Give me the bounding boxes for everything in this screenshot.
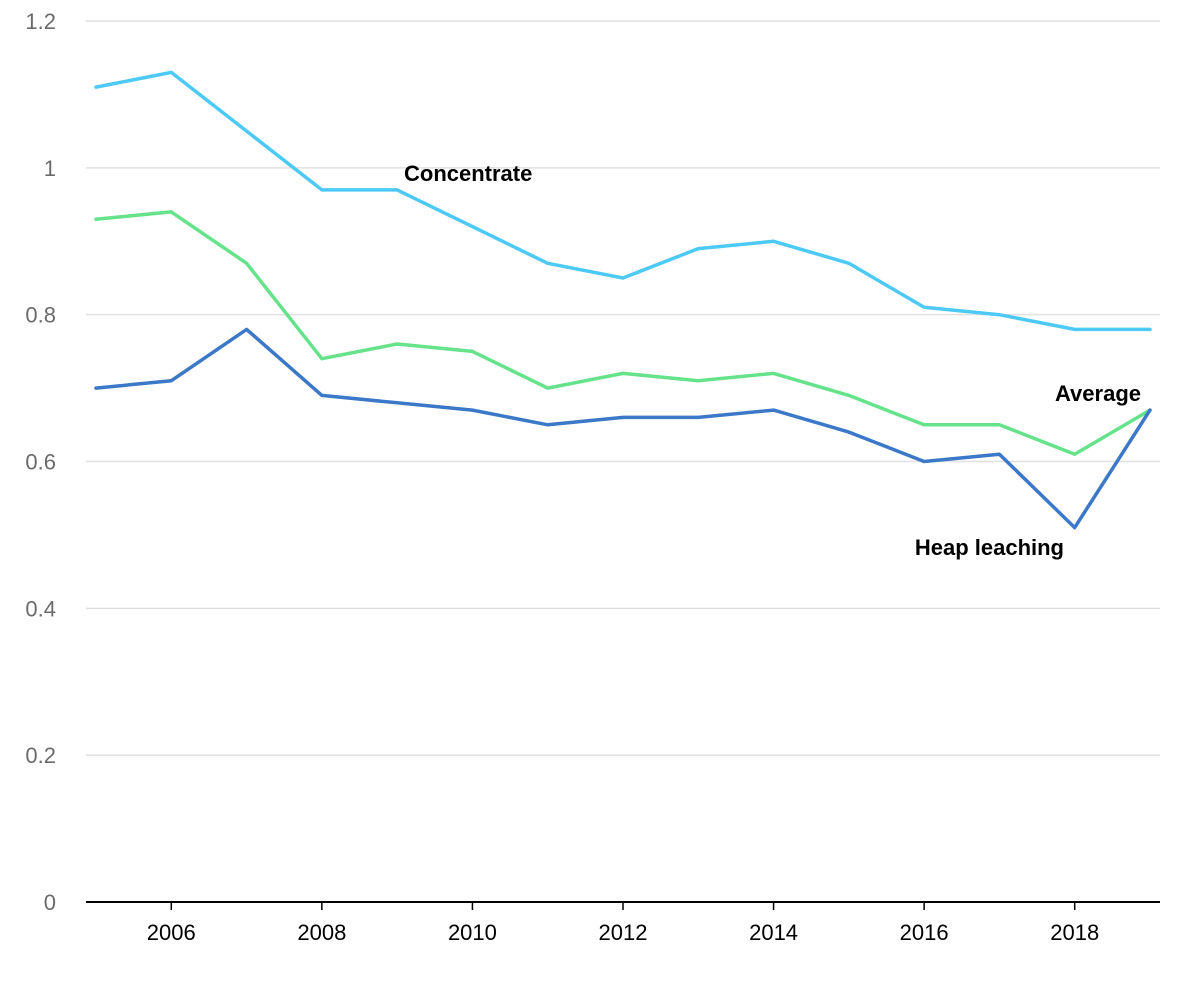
x-tick-label: 2006 [147, 920, 196, 945]
x-tick-label: 2010 [448, 920, 497, 945]
series-label-heap-leaching: Heap leaching [915, 535, 1064, 560]
series-line-concentrate [94, 70, 1152, 332]
y-tick-label: 0.2 [25, 743, 56, 768]
series-line-heap-leaching [94, 327, 1152, 530]
grid-lines [86, 20, 1160, 756]
series-lines [94, 70, 1152, 530]
series-labels: Concentrate Average Heap leaching [404, 161, 1141, 560]
series-line-average [94, 210, 1152, 456]
y-tick-label: 0.4 [25, 596, 56, 621]
x-tick-label: 2008 [297, 920, 346, 945]
y-axis-tick-labels: 0 0.2 0.4 0.6 0.8 1 1.2 [25, 9, 56, 915]
y-tick-label: 1.2 [25, 9, 56, 34]
series-label-average: Average [1055, 381, 1141, 406]
y-tick-label: 0 [44, 890, 56, 915]
x-axis-tick-labels: 2006 2008 2010 2012 2014 2016 2018 [147, 920, 1099, 945]
x-tick-label: 2016 [900, 920, 949, 945]
x-tick-label: 2012 [599, 920, 648, 945]
y-tick-label: 1 [44, 156, 56, 181]
series-label-concentrate: Concentrate [404, 161, 532, 186]
x-axis [86, 901, 1160, 910]
y-tick-label: 0.8 [25, 303, 56, 328]
x-tick-label: 2014 [749, 920, 798, 945]
x-tick-label: 2018 [1050, 920, 1099, 945]
y-tick-label: 0.6 [25, 450, 56, 475]
